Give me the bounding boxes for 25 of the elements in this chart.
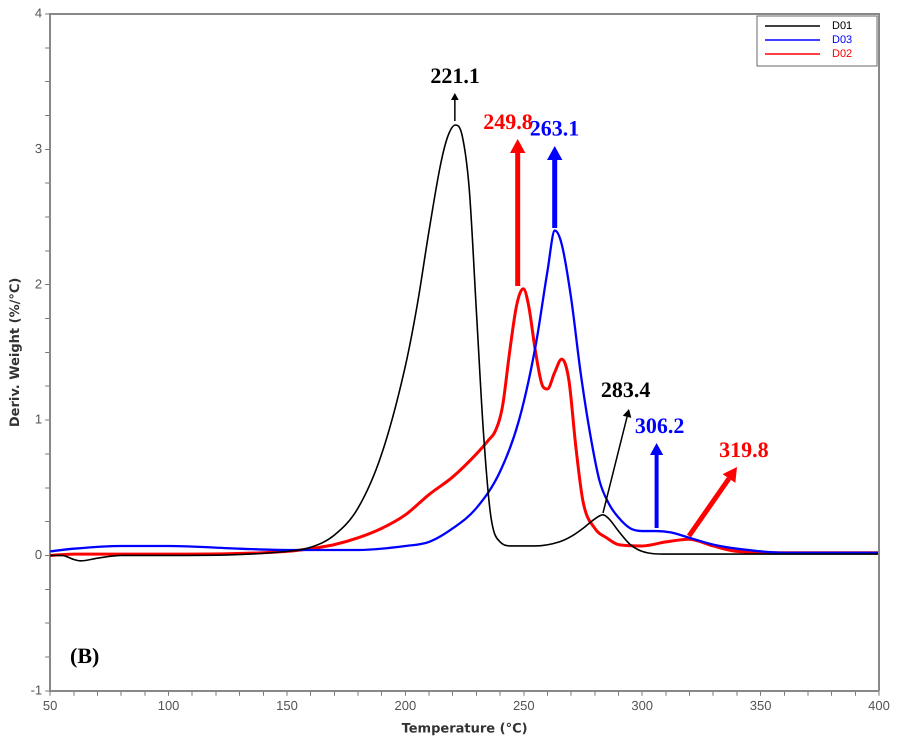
legend-label: D03: [832, 34, 852, 46]
x-tick-label: 50: [42, 698, 58, 714]
x-tick-label: 100: [158, 698, 180, 714]
legend-label: D02: [832, 48, 852, 60]
y-tick-label: 4: [34, 6, 42, 21]
x-tick-label: 150: [276, 698, 298, 714]
y-tick-label: -1: [30, 682, 42, 698]
y-tick-label: 3: [34, 140, 42, 156]
x-axis-title: Temperature (°C): [402, 722, 528, 737]
annotation: 319.8: [719, 437, 769, 462]
annotation: 283.4: [600, 376, 650, 402]
x-tick-label: 400: [868, 698, 890, 714]
x-tick-label: 300: [631, 698, 654, 714]
x-tick-label: 250: [512, 698, 535, 714]
line-series: [50, 229, 879, 554]
annotation: (B): [70, 643, 100, 668]
annotation: 221.1: [430, 62, 480, 88]
x-tick-label: 350: [750, 698, 772, 714]
legend-label: D01: [832, 20, 852, 32]
y-axis-title: Deriv. Weight (%/°C): [8, 278, 24, 428]
x-tick-label: 200: [394, 698, 416, 714]
y-tick-label: 1: [34, 412, 42, 427]
y-tick-label: 2: [34, 276, 42, 292]
annotation: 306.2: [634, 413, 684, 438]
y-tick-label: 0: [34, 547, 42, 562]
